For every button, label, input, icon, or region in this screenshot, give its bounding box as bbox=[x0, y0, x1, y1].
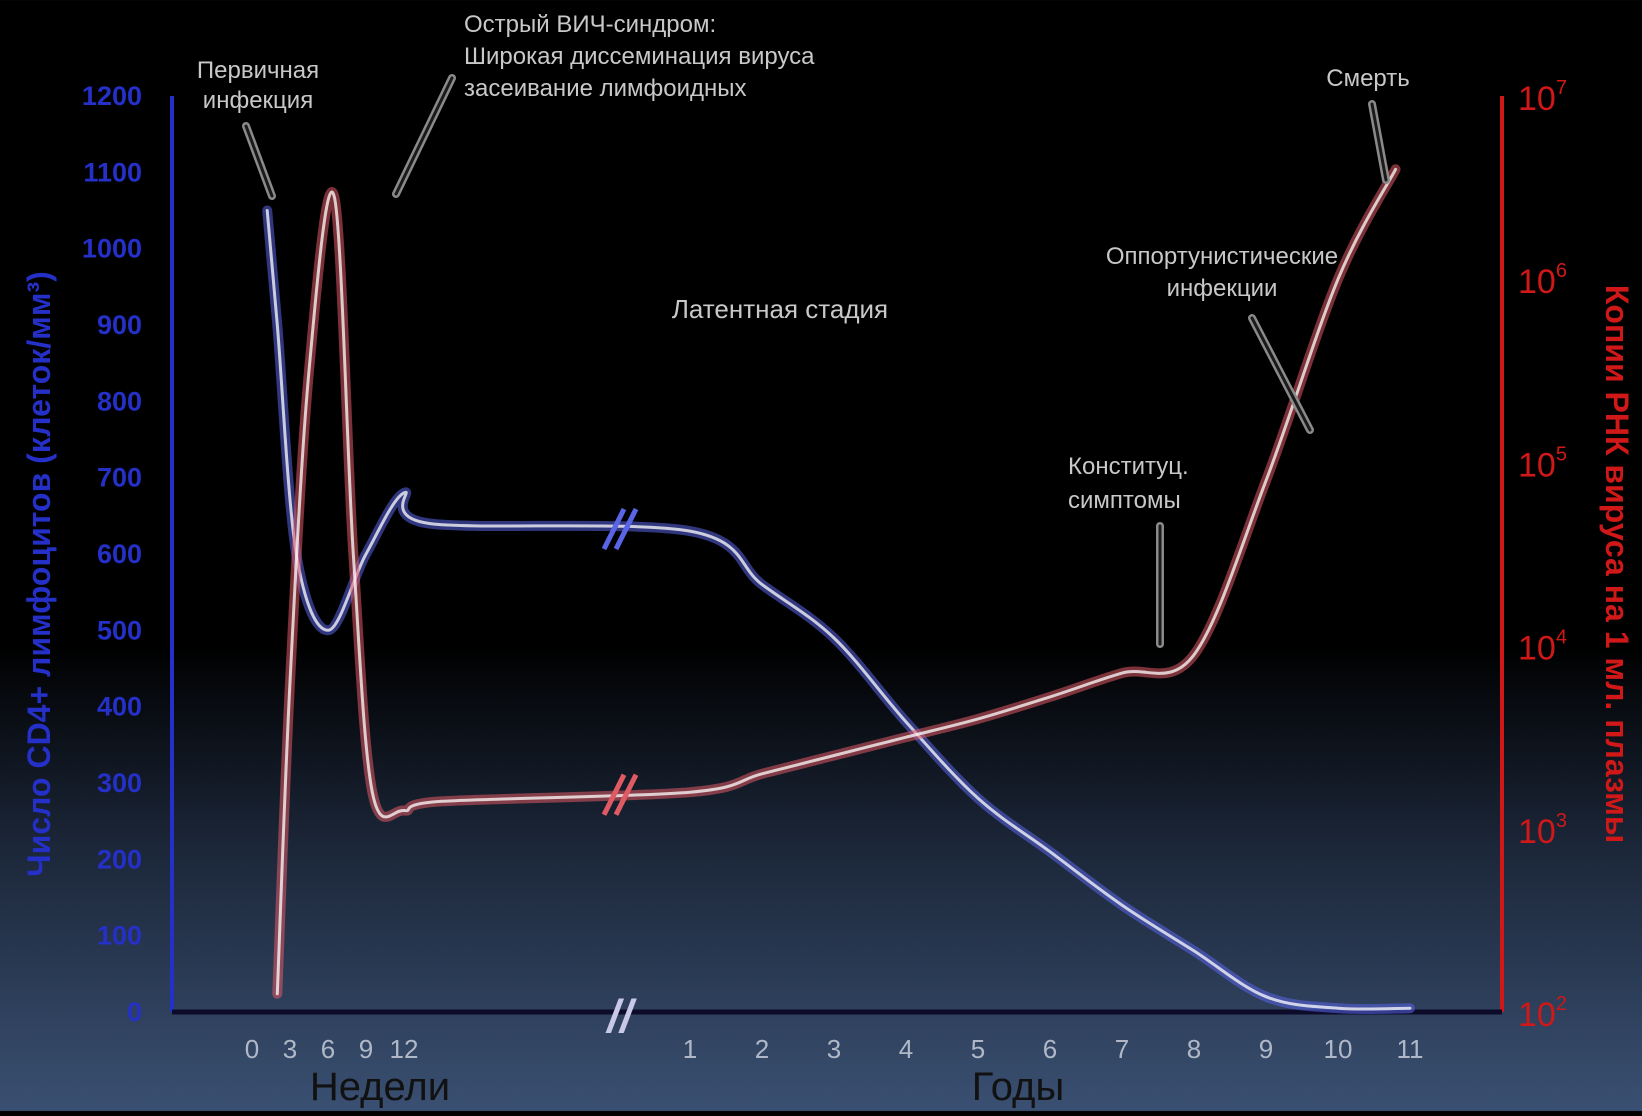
annotation-leader-core-acute bbox=[394, 76, 454, 196]
annotation-latent: Латентная стадия bbox=[672, 294, 888, 324]
annotation-opportunistic: инфекции bbox=[1167, 275, 1278, 302]
x-axis-break-mark: // bbox=[605, 990, 637, 1042]
y-right-tick-label: 105 bbox=[1518, 443, 1567, 484]
axes-layer: 0100200300400500600700800900100011001200… bbox=[21, 77, 1635, 1109]
y-right-tick-label: 106 bbox=[1518, 260, 1567, 301]
y-left-tick-label: 300 bbox=[97, 768, 142, 798]
annotation-primary: инфекция bbox=[203, 87, 313, 114]
y-right-tick-label: 104 bbox=[1518, 627, 1567, 668]
y-right-axis-title: Копии РНК вируса на 1 мл. плазмы bbox=[1599, 285, 1635, 843]
x-year-tick-label: 6 bbox=[1043, 1034, 1057, 1064]
x-year-tick-label: 5 bbox=[971, 1034, 985, 1064]
y-left-tick-label: 500 bbox=[97, 615, 142, 645]
annotation-symptoms: Конституц. bbox=[1068, 453, 1189, 480]
y-left-tick-label: 400 bbox=[97, 692, 142, 722]
y-left-tick-label: 1200 bbox=[82, 81, 142, 111]
x-year-tick-label: 9 bbox=[1259, 1034, 1273, 1064]
annotation-opportunistic: Оппортунистические bbox=[1106, 243, 1338, 270]
x-weeks-label: Недели bbox=[310, 1065, 450, 1109]
series-break-mark bbox=[601, 507, 627, 551]
annotation-acute: засеивание лимфоидных bbox=[464, 75, 747, 102]
x-year-tick-label: 11 bbox=[1397, 1034, 1424, 1064]
x-year-tick-label: 7 bbox=[1115, 1034, 1129, 1064]
annotation-primary: Первичная bbox=[197, 57, 319, 84]
annotation-acute: Острый ВИЧ-синдром: bbox=[464, 11, 716, 38]
series-layer bbox=[262, 164, 1415, 1015]
x-year-tick-label: 3 bbox=[827, 1034, 841, 1064]
x-year-tick-label: 8 bbox=[1187, 1034, 1201, 1064]
series-break-mark bbox=[613, 507, 639, 551]
y-left-tick-label: 100 bbox=[97, 921, 142, 951]
x-year-tick-label: 1 bbox=[683, 1034, 697, 1064]
series-break-mark bbox=[601, 773, 627, 816]
y-right-tick-label: 102 bbox=[1518, 993, 1567, 1034]
y-left-tick-label: 900 bbox=[97, 310, 142, 340]
series-line-rna_log10 bbox=[275, 167, 1398, 996]
y-left-tick-label: 0 bbox=[127, 997, 142, 1027]
annotation-symptoms: симптомы bbox=[1068, 487, 1181, 514]
y-right-tick-label: 103 bbox=[1518, 810, 1567, 851]
x-week-tick-label: 6 bbox=[321, 1034, 335, 1064]
y-left-tick-label: 700 bbox=[97, 463, 142, 493]
y-left-axis-title: Число CD4+ лимфоцитов (клеток/мм³) bbox=[21, 271, 57, 877]
y-left-tick-label: 200 bbox=[97, 844, 142, 874]
annotation-leader-core-primary bbox=[244, 124, 274, 198]
x-week-tick-label: 0 bbox=[245, 1034, 259, 1064]
x-year-tick-label: 10 bbox=[1324, 1034, 1353, 1064]
annotation-death: Смерть bbox=[1326, 65, 1410, 92]
x-week-tick-label: 12 bbox=[390, 1034, 419, 1064]
series-line-cd4-halo bbox=[262, 205, 1415, 1015]
y-left-tick-label: 1000 bbox=[82, 234, 142, 264]
y-left-tick-label: 1100 bbox=[83, 157, 142, 187]
x-years-label: Годы bbox=[972, 1065, 1064, 1109]
series-line-cd4 bbox=[265, 209, 1412, 1011]
y-left-tick-label: 600 bbox=[97, 539, 142, 569]
x-week-tick-label: 9 bbox=[359, 1034, 373, 1064]
annotation-leader-core-opportunistic bbox=[1250, 316, 1312, 432]
x-year-tick-label: 4 bbox=[899, 1034, 913, 1064]
y-left-tick-label: 800 bbox=[97, 386, 142, 416]
y-right-tick-label: 107 bbox=[1518, 77, 1567, 118]
annotations-layer: Первичная инфекция Острый ВИЧ-синдром: Широ… bbox=[197, 11, 1410, 648]
annotation-leader-core-death bbox=[1370, 102, 1388, 182]
x-year-tick-label: 2 bbox=[755, 1034, 769, 1064]
series-break-mark bbox=[613, 773, 639, 816]
annotation-acute: Широкая диссеминация вируса bbox=[464, 43, 815, 70]
x-week-tick-label: 3 bbox=[283, 1034, 297, 1064]
